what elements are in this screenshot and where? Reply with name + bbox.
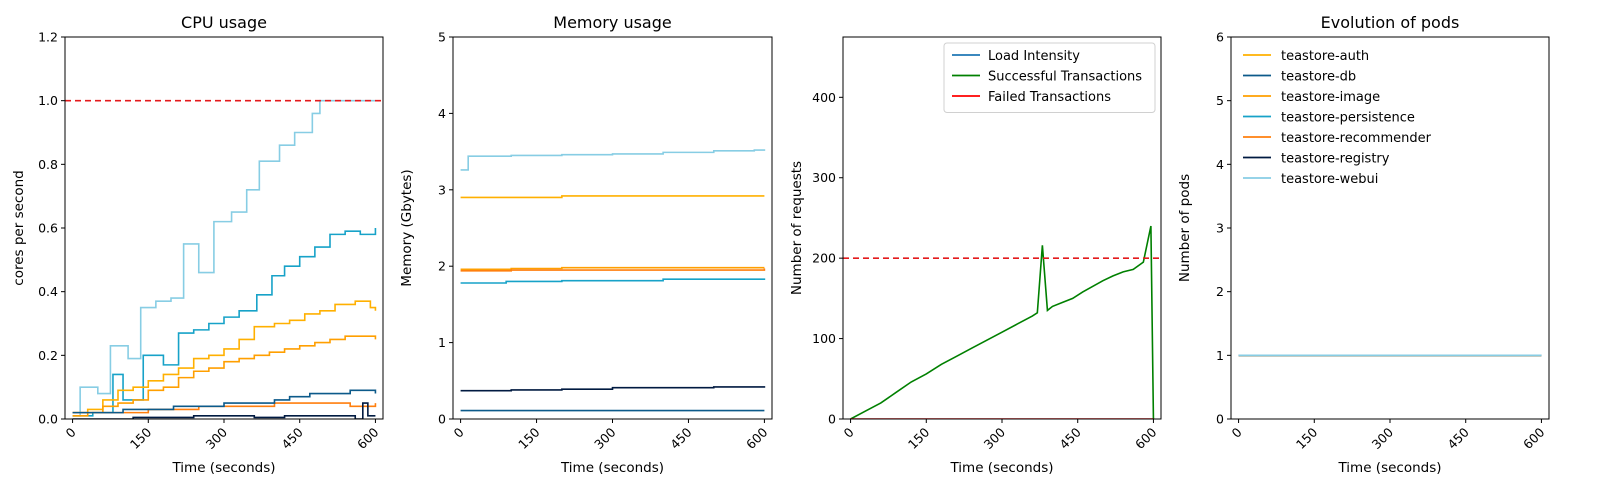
- legend-label: teastore-image: [1281, 90, 1380, 105]
- x-tick-label: 150: [515, 424, 543, 452]
- y-tick-label: 2: [1216, 284, 1224, 299]
- legend-label: teastore-recommender: [1281, 131, 1432, 146]
- x-tick-label: 150: [1293, 424, 1321, 452]
- chart-title: Memory usage: [553, 13, 671, 32]
- series-line-teastore-registry: [460, 386, 766, 392]
- legend-label: teastore-db: [1281, 70, 1356, 85]
- x-tick-label: 300: [591, 424, 619, 452]
- y-tick-label: 1.0: [38, 93, 58, 108]
- series-line-teastore-image: [460, 266, 765, 271]
- y-tick-label: 200: [812, 251, 836, 266]
- series-line-teastore-persistence: [460, 278, 766, 284]
- x-tick-label: 450: [1444, 424, 1472, 452]
- x-tick-label: 600: [1520, 424, 1548, 452]
- y-tick-label: 0: [1216, 412, 1224, 427]
- y-tick-label: 300: [812, 170, 836, 185]
- x-tick-label: 450: [1056, 424, 1084, 452]
- x-tick-label: 450: [667, 424, 695, 452]
- y-tick-label: 5: [438, 30, 446, 45]
- x-tick-label: 600: [743, 424, 771, 452]
- legend-label: Successful Transactions: [988, 70, 1142, 85]
- x-axis-label: Time (seconds): [1337, 460, 1441, 476]
- y-tick-label: 0.8: [38, 157, 58, 172]
- legend-label: teastore-webui: [1281, 172, 1378, 187]
- x-axis-label: Time (seconds): [949, 460, 1053, 476]
- x-tick-label: 300: [1369, 424, 1397, 452]
- chart-panel-3: 0 100 200 300 400 0 150 300 450 600 Time (seconds)…: [789, 36, 1162, 476]
- series-line-teastore-webui: [72, 99, 376, 417]
- plot-frame: [452, 36, 773, 420]
- legend-label: Failed Transactions: [988, 90, 1111, 105]
- y-tick-label: 3: [438, 182, 446, 197]
- series-line-teastore-auth: [460, 195, 765, 199]
- legend-label: teastore-persistence: [1281, 111, 1415, 126]
- x-tick-label: 150: [905, 424, 933, 452]
- chart-panel-1: CPU usage 0.0 0.2 0.4 0.6 0.8 1.0 1.2 0 150 300 450…: [11, 13, 384, 476]
- y-tick-label: 1: [438, 335, 446, 350]
- y-tick-label: 100: [812, 331, 836, 346]
- x-tick-label: 450: [278, 424, 306, 452]
- series-line-teastore-image: [72, 335, 377, 417]
- series-line-teastore-db: [72, 389, 377, 414]
- y-axis-label: cores per second: [11, 170, 27, 285]
- legend-label: teastore-registry: [1281, 152, 1390, 167]
- plot-frame: [1230, 36, 1550, 420]
- series-group: [72, 99, 377, 419]
- x-tick-label: 0: [62, 424, 78, 440]
- x-tick-label: 0: [450, 424, 466, 440]
- series-line-successful-transactions: [850, 225, 1155, 419]
- x-tick-label: 600: [1132, 424, 1160, 452]
- x-axis-label: Time (seconds): [560, 460, 664, 476]
- y-tick-label: 0.6: [38, 221, 58, 236]
- series-line-teastore-recommender: [460, 268, 766, 272]
- y-tick-label: 4: [438, 106, 446, 121]
- series-group: [460, 149, 766, 412]
- chart-title: CPU usage: [181, 13, 267, 32]
- series-line-teastore-registry: [72, 402, 376, 419]
- legend: Load Intensity Successful Transactions Fai…: [943, 42, 1156, 113]
- x-tick-label: 150: [127, 424, 155, 452]
- legend-box: [943, 42, 1156, 113]
- chart-panel-4: Evolution of pods 0 1 2 3 4 5 6 0 150 300 450 600 Tim…: [1177, 13, 1550, 476]
- y-tick-label: 0: [828, 412, 836, 427]
- y-tick-label: 0.4: [38, 284, 58, 299]
- chart-title: Evolution of pods: [1321, 13, 1460, 32]
- y-tick-label: 4: [1216, 157, 1224, 172]
- series-group: [850, 225, 1155, 419]
- y-tick-label: 1.2: [38, 30, 58, 45]
- x-tick-label: 600: [354, 424, 382, 452]
- y-tick-label: 400: [812, 90, 836, 105]
- series-line-teastore-auth: [72, 300, 377, 414]
- y-tick-label: 0.2: [38, 348, 58, 363]
- legend: teastore-auth teastore-db teastore-image te…: [1243, 49, 1432, 187]
- series-line-teastore-recommender: [72, 402, 377, 414]
- y-tick-label: 1: [1216, 348, 1224, 363]
- y-tick-label: 3: [1216, 221, 1224, 236]
- y-tick-label: 6: [1216, 30, 1224, 45]
- y-tick-label: 0.0: [38, 412, 58, 427]
- y-axis-label: Memory (Gbytes): [399, 169, 415, 286]
- legend-label: Load Intensity: [988, 49, 1080, 64]
- x-axis-label: Time (seconds): [171, 460, 275, 476]
- x-tick-label: 300: [981, 424, 1009, 452]
- y-tick-label: 2: [438, 259, 446, 274]
- x-tick-label: 300: [203, 424, 231, 452]
- x-tick-label: 0: [1228, 424, 1244, 440]
- series-line-teastore-webui: [460, 149, 766, 171]
- y-tick-label: 0: [438, 412, 446, 427]
- series-line-teastore-persistence: [72, 228, 377, 417]
- legend-label: teastore-auth: [1281, 49, 1369, 64]
- y-axis-label: Number of requests: [789, 161, 805, 295]
- y-axis-label: Number of pods: [1177, 174, 1193, 282]
- y-tick-label: 5: [1216, 93, 1224, 108]
- x-tick-label: 0: [840, 424, 856, 440]
